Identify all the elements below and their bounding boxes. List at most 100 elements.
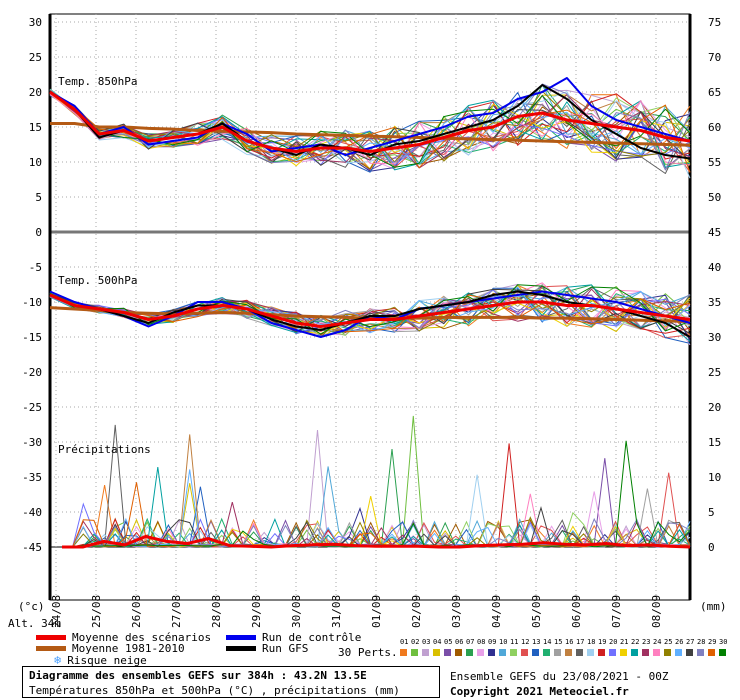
legend-snow-risk: ❄ Risque neige [54,653,147,667]
legend-control-run-label: Run de contrôle [262,631,362,644]
right-tick-label: 50 [708,191,721,204]
perturbation-number: 27 [686,638,695,646]
perturbation-number: 28 [697,638,706,646]
date-tick-label: 27/08 [170,595,183,628]
perturbation-swatch [543,649,550,656]
right-tick-label: 70 [708,51,721,64]
perturbation-number: 05 [444,638,453,646]
perturbation-swatch [466,649,473,656]
right-tick-label: 40 [708,261,721,274]
perturbation-number: 23 [642,638,651,646]
legend-gfs-run-label: Run GFS [262,642,309,655]
perturbation-swatch [510,649,517,656]
main-series-lines [49,77,691,549]
right-tick-label: 30 [708,331,721,344]
right-tick-label: 0 [708,541,715,554]
perts-label: 30 Perts. [338,646,398,659]
date-tick-label: 29/08 [250,595,263,628]
date-tick-label: 28/08 [210,595,223,628]
perturbation-number: 15 [554,638,563,646]
perturbation-swatch [642,649,649,656]
perturbation-swatch [587,649,594,656]
t850-control-line [49,77,691,156]
left-tick-label: -40 [22,506,42,519]
perturbation-swatch [455,649,462,656]
run-info: Ensemble GEFS du 23/08/2021 - 00Z [450,670,669,683]
perturbation-swatch [708,649,715,656]
perturbation-number: 29 [708,638,717,646]
right-tick-label: 20 [708,401,721,414]
perturbation-swatch [675,649,682,656]
perturbation-number: 20 [609,638,618,646]
date-tick-label: 02/09 [410,595,423,628]
perturbation-number: 03 [422,638,431,646]
perturbation-number: 08 [477,638,486,646]
t850-perturbation-line [49,89,691,171]
legend-gfs-run: Run GFS [226,642,308,655]
perturbation-number: 11 [510,638,519,646]
t500-mean-line [49,293,691,328]
legend-blue-swatch [226,635,256,640]
mm-unit-label: (mm) [700,600,727,613]
perturbation-swatch [411,649,418,656]
perturbation-swatch [609,649,616,656]
left-tick-label: -10 [22,296,42,309]
t850-perturbation-line [49,93,691,160]
perturbation-swatch [477,649,484,656]
legend-mean-1981-2010-label: Moyenne 1981-2010 [72,642,185,655]
perturbation-number: 25 [664,638,673,646]
perturbation-swatch [631,649,638,656]
perturbation-number: 24 [653,638,662,646]
left-tick-label: -35 [22,471,42,484]
left-tick-label: -25 [22,401,42,414]
date-tick-label: 05/09 [530,595,543,628]
perturbation-swatch [521,649,528,656]
perturbation-swatch [664,649,671,656]
date-tick-label: 01/09 [370,595,383,628]
perturbation-swatch [697,649,704,656]
perturbation-swatch [554,649,561,656]
perturbation-swatch [433,649,440,656]
perturbation-number: 22 [631,638,640,646]
legend-control-run: Run de contrôle [226,631,361,644]
left-tick-label: -20 [22,366,42,379]
precip-panel-label: Précipitations [58,443,151,456]
perturbation-swatch [686,649,693,656]
right-tick-label: 25 [708,366,721,379]
right-tick-label: 5 [708,506,715,519]
perturbation-number: 09 [488,638,497,646]
date-tick-label: 07/09 [610,595,623,628]
left-tick-label: -5 [29,261,42,274]
perturbation-number: 01 [400,638,409,646]
date-tick-label: 31/08 [330,595,343,628]
copyright: Copyright 2021 Meteociel.fr [450,685,629,698]
left-tick-label: -45 [22,541,42,554]
perturbation-swatch [620,649,627,656]
grid [48,13,692,601]
left-tick-label: 0 [35,226,42,239]
right-tick-label: 60 [708,121,721,134]
left-tick-label: 20 [29,86,42,99]
t850-panel-label: Temp. 850hPa [58,75,138,88]
perturbation-number: 16 [565,638,574,646]
left-tick-label: -15 [22,331,42,344]
perturbation-swatch [444,649,451,656]
legend-snow-risk-label: Risque neige [67,653,147,667]
legend-black-swatch [226,646,256,651]
perturbation-swatch [499,649,506,656]
snowflake-icon: ❄ [54,653,62,667]
right-tick-label: 10 [708,471,721,484]
right-tick-label: 75 [708,16,721,29]
precip-mean-line [62,534,691,549]
perturbation-swatch [719,649,726,656]
date-tick-label: 08/09 [650,595,663,628]
date-tick-label: 04/09 [490,595,503,628]
left-tick-label: 15 [29,121,42,134]
right-tick-label: 55 [708,156,721,169]
left-tick-label: 25 [29,51,42,64]
date-tick-label: 06/09 [570,595,583,628]
perturbation-swatch [576,649,583,656]
t850-climatology-line [50,122,691,147]
date-tick-label: 30/08 [290,595,303,628]
left-tick-label: 30 [29,16,42,29]
